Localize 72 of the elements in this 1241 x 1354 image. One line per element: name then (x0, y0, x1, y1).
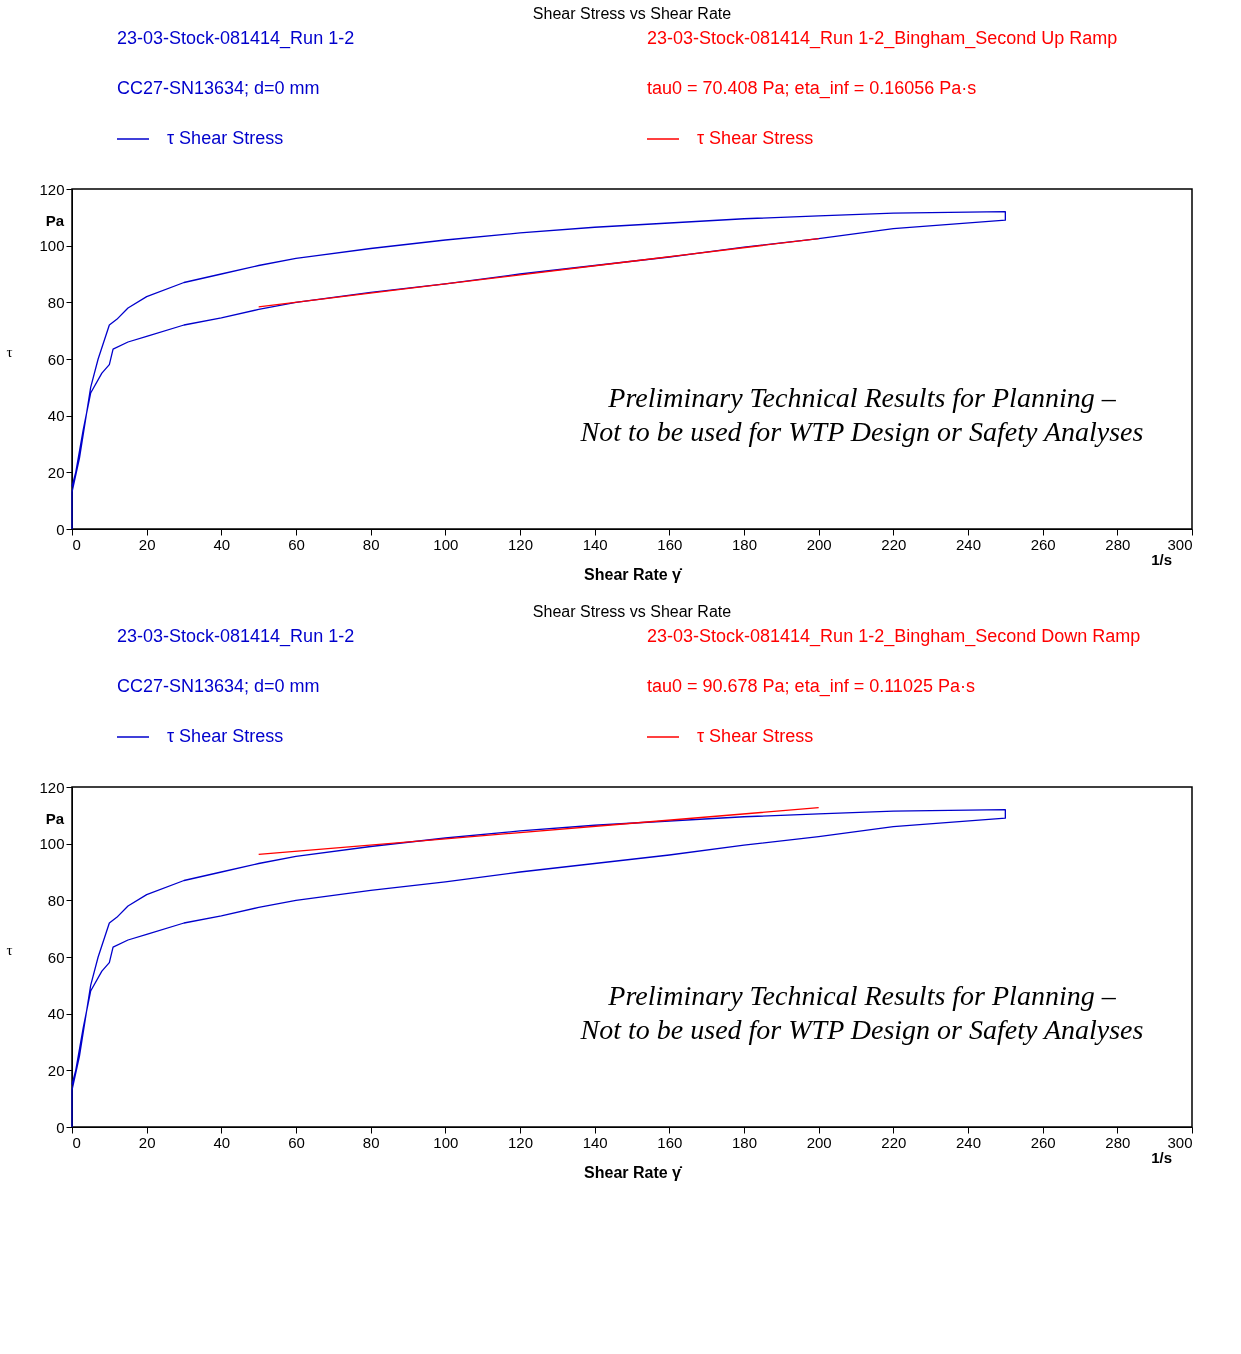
y-tick-label: 20 (47, 463, 65, 481)
x-tick-label: 220 (881, 1133, 907, 1151)
x-axis-title: Shear Rate γ̇ (584, 1163, 683, 1181)
x-tick-label: 100 (433, 535, 459, 553)
x-axis-title: Shear Rate γ̇ (584, 565, 683, 583)
x-tick-label: 240 (955, 1133, 982, 1151)
x-tick-label: 80 (362, 535, 380, 553)
text: 23-03-Stock-081414_Run 1-2_Bingham_Second Up Ramp (647, 28, 1118, 49)
annotation: Preliminary Technical Results for Planning – Not to be used for WTP Design or Safety Analyses (579, 980, 1144, 1045)
x-tick-label: 260 (1030, 1133, 1056, 1151)
y-tick-label: 40 (47, 1005, 65, 1023)
x-tick-label: 60 (288, 535, 305, 553)
legend-label: τ Shear Stress (697, 726, 814, 746)
x-tick-label: 120 (507, 1133, 534, 1151)
text: Pa (45, 810, 65, 827)
y-tick-label: 120 (39, 180, 65, 198)
x-tick-label: 180 (731, 1133, 758, 1151)
annotation: Preliminary Technical Results for Planning – Not to be used for WTP Design or Safety Analyses (579, 382, 1144, 447)
x-tick-label: 0 (72, 535, 81, 553)
x-tick-label: 220 (881, 535, 907, 553)
x-tick-label: 40 (213, 1133, 231, 1151)
y-tick-label: 100 (39, 237, 65, 255)
x-tick-label: 300 (1167, 535, 1193, 553)
y-axis-title: τ (6, 343, 13, 360)
x-tick-label: 20 (138, 535, 156, 553)
y-tick-label: 0 (56, 1118, 65, 1136)
y-tick-label: 80 (47, 293, 65, 311)
legend-label: τ Shear Stress (697, 128, 814, 148)
x-tick-label: 140 (582, 535, 608, 553)
x-tick-label: 200 (806, 1133, 832, 1151)
x-tick-label: 260 (1030, 535, 1056, 553)
text: 23-03-Stock-081414_Run 1-2 (117, 28, 355, 49)
x-tick-label: 160 (657, 535, 683, 553)
chart-title: Shear Stress vs Shear Rate (532, 603, 732, 620)
x-tick-label: 120 (507, 535, 534, 553)
line-series (258, 807, 820, 856)
legend-label: τ Shear Stress (167, 128, 284, 148)
x-tick-label: 300 (1167, 1133, 1193, 1151)
text: 1/s (1151, 1149, 1172, 1166)
x-tick-label: 240 (955, 535, 982, 553)
x-tick-label: 280 (1105, 1133, 1131, 1151)
y-tick-label: 60 (47, 948, 65, 966)
x-tick-label: 280 (1105, 535, 1131, 553)
x-tick-label: 180 (731, 535, 758, 553)
x-tick-label: 200 (806, 535, 832, 553)
x-tick-label: 20 (138, 1133, 156, 1151)
legend-label: τ Shear Stress (167, 726, 284, 746)
y-tick-label: 60 (47, 350, 65, 368)
line-series (258, 237, 820, 308)
text: 1/s (1151, 551, 1172, 568)
x-tick-label: 0 (72, 1133, 81, 1151)
y-axis-title: τ (6, 941, 13, 958)
y-tick-label: 20 (47, 1061, 65, 1079)
text: Pa (45, 212, 65, 229)
text: tau0 = 70.408 Pa; eta_inf = 0.16056 Pa·s (647, 78, 977, 99)
y-tick-label: 100 (39, 835, 65, 853)
x-tick-label: 60 (288, 1133, 305, 1151)
text: 23-03-Stock-081414_Run 1-2_Bingham_Second Down Ramp (647, 626, 1141, 647)
x-tick-label: 40 (213, 535, 231, 553)
x-tick-label: 100 (433, 1133, 459, 1151)
x-tick-label: 80 (362, 1133, 380, 1151)
text: CC27-SN13634; d=0 mm (117, 78, 320, 98)
y-tick-label: 40 (47, 407, 65, 425)
x-tick-label: 140 (582, 1133, 608, 1151)
chart-title: Shear Stress vs Shear Rate (532, 5, 732, 22)
text: 23-03-Stock-081414_Run 1-2 (117, 626, 355, 647)
y-tick-label: 0 (56, 520, 65, 538)
text: CC27-SN13634; d=0 mm (117, 676, 320, 696)
x-tick-label: 160 (657, 1133, 683, 1151)
y-tick-label: 80 (47, 891, 65, 909)
text: tau0 = 90.678 Pa; eta_inf = 0.11025 Pa·s (647, 676, 975, 697)
y-tick-label: 120 (39, 778, 65, 796)
